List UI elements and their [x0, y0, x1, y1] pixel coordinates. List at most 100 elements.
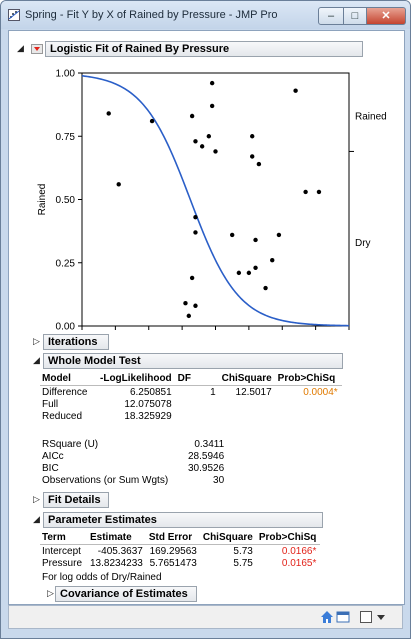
table-cell: Pressure [42, 557, 83, 569]
logistic-fit-header[interactable]: Logistic Fit of Rained By Pressure [45, 41, 363, 57]
data-point [193, 215, 198, 220]
covariance-header[interactable]: Covariance of Estimates [55, 586, 197, 602]
data-point [316, 189, 322, 195]
data-point [206, 134, 212, 139]
table-row: Reduced 18.325929 [40, 410, 342, 422]
close-button[interactable]: ✕ [366, 7, 406, 25]
data-point [250, 154, 255, 159]
data-point [183, 301, 188, 306]
table-cell [220, 410, 276, 422]
data-point [303, 189, 308, 195]
p-value-cell: 0.0165* [281, 557, 317, 569]
expand-triangle-icon[interactable]: ▷ [47, 588, 54, 598]
logistic-fit-chart: 2929.129.229.329.429.529.629.729.80.000.… [37, 69, 387, 332]
red-triangle-menu-icon[interactable] [31, 44, 43, 54]
table-cell: -405.3637 [97, 545, 143, 557]
data-point [253, 237, 258, 243]
data-point [270, 258, 275, 263]
table-cell [276, 410, 342, 422]
title-bar[interactable]: Spring - Fit Y by X of Rained by Pressur… [1, 1, 410, 29]
column-header: Model [40, 372, 98, 386]
data-point [253, 265, 258, 271]
window-list-icon[interactable] [336, 610, 350, 624]
data-point [189, 113, 195, 119]
data-point [276, 232, 282, 238]
data-point [293, 88, 298, 93]
table-row: Difference 6.250851 1 12.5017 0.0004* [40, 386, 342, 399]
y-axis-label: Rained [37, 184, 48, 216]
collapse-triangle-icon[interactable]: ◢ [33, 355, 40, 365]
parameter-estimates-header[interactable]: Parameter Estimates [43, 512, 323, 528]
minimize-button[interactable]: ‒ [318, 7, 344, 25]
response-level-label: Dry [355, 238, 371, 249]
stat-value: 0.3411 [194, 438, 225, 450]
expand-triangle-icon[interactable]: ▷ [33, 494, 40, 504]
iterations-header[interactable]: Iterations [43, 334, 109, 350]
y-tick-label: 1.00 [56, 69, 76, 80]
chevron-down-icon[interactable] [374, 610, 388, 624]
table-cell [220, 398, 276, 410]
expand-triangle-icon[interactable]: ▷ [33, 336, 40, 346]
collapse-triangle-icon[interactable]: ◢ [17, 43, 24, 53]
response-level-label: Rained [355, 112, 387, 123]
table-cell: Reduced [42, 410, 83, 422]
data-point [106, 111, 111, 116]
column-header: ChiSquare [200, 531, 257, 545]
table-row: Pressure 13.8234233 5.7651473 5.75 0.016… [40, 557, 320, 569]
maximize-button[interactable]: □ [343, 7, 367, 25]
y-tick-label: 0.00 [56, 322, 76, 332]
stat-row: AICc 28.5946 [40, 450, 228, 462]
table-cell: 18.325929 [124, 410, 172, 422]
home-window-icon[interactable] [320, 610, 334, 624]
table-row: Full 12.075078 [40, 398, 342, 410]
table-cell: 5.7651473 [149, 557, 197, 569]
report-content: ◢ Logistic Fit of Rained By Pressure 292… [8, 30, 405, 605]
stat-label: AICc [42, 450, 64, 462]
data-point [199, 144, 205, 149]
table-cell: 13.8234233 [90, 557, 143, 569]
table-cell: 5.73 [233, 545, 253, 557]
y-tick-label: 0.75 [56, 132, 76, 143]
table-header-row: Term Estimate Std Error ChiSquare Prob>C… [40, 531, 321, 545]
column-header: DF [175, 372, 220, 386]
data-point [263, 285, 268, 291]
table-cell: Difference [42, 386, 88, 398]
column-header: -LogLikelihood [98, 372, 176, 386]
data-point [236, 270, 242, 276]
log-odds-note: For log odds of Dry/Rained [42, 572, 162, 583]
iterations-title: Iterations [48, 336, 98, 348]
table-cell: Intercept [42, 545, 81, 557]
stat-row: RSquare (U) 0.3411 [40, 438, 228, 450]
table-cell: Full [42, 398, 59, 410]
table-cell: 1 [210, 386, 216, 398]
stat-value: 30.9526 [188, 462, 225, 474]
data-point [229, 232, 235, 238]
plot-frame [81, 72, 350, 327]
data-point [250, 134, 255, 139]
column-header: Std Error [146, 531, 201, 545]
collapse-triangle-icon[interactable]: ◢ [33, 514, 40, 524]
stat-row: Observations (or Sum Wgts) 30 [40, 474, 228, 486]
column-header: Prob>ChiSq [275, 372, 342, 386]
whole-model-header[interactable]: Whole Model Test [43, 353, 343, 369]
parameter-estimates-title: Parameter Estimates [48, 514, 157, 526]
p-value-cell: 0.0004* [303, 386, 338, 398]
table-cell: 169.29563 [149, 545, 197, 557]
covariance-title: Covariance of Estimates [60, 588, 188, 600]
fit-details-header[interactable]: Fit Details [43, 492, 109, 508]
table-header-row: Model -LogLikelihood DF ChiSquare Prob>C… [40, 372, 342, 386]
table-cell: 12.5017 [235, 386, 272, 398]
data-point [186, 313, 191, 319]
stat-label: BIC [42, 462, 59, 474]
y-tick-label: 0.50 [56, 195, 76, 206]
table-cell [176, 410, 220, 422]
data-point [209, 80, 215, 86]
table-row: Intercept -405.3637 169.29563 5.73 0.016… [40, 545, 320, 558]
data-point [116, 182, 121, 187]
column-header: ChiSquare [219, 372, 276, 386]
red-triangle-icon [34, 47, 40, 51]
stat-value: 30 [213, 474, 225, 486]
status-bar [8, 605, 403, 629]
layout-checkbox-icon[interactable] [359, 610, 373, 624]
